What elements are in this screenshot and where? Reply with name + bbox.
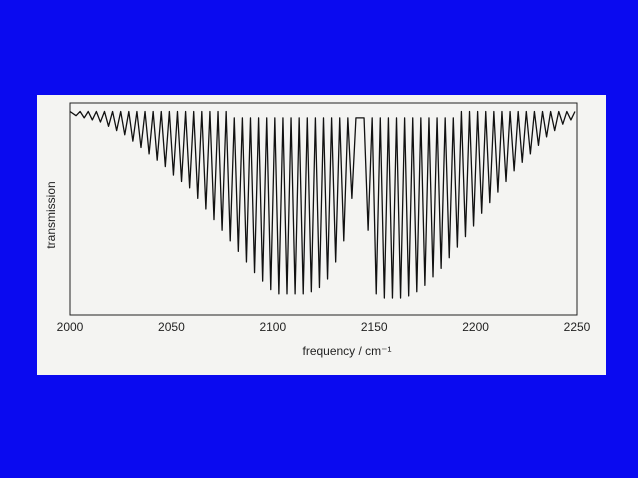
x-tick-label: 2150 xyxy=(361,320,388,334)
spectrum-line xyxy=(69,110,576,299)
x-tick-label: 2100 xyxy=(259,320,286,334)
y-axis-label: transmission xyxy=(44,181,58,248)
x-tick-label: 2050 xyxy=(158,320,185,334)
x-tick-label: 2000 xyxy=(57,320,84,334)
x-tick-label: 2250 xyxy=(564,320,591,334)
plot-frame xyxy=(69,102,578,316)
x-axis-label: frequency / cm⁻¹ xyxy=(302,344,391,358)
figure-card xyxy=(37,95,606,375)
x-tick-label: 2200 xyxy=(462,320,489,334)
